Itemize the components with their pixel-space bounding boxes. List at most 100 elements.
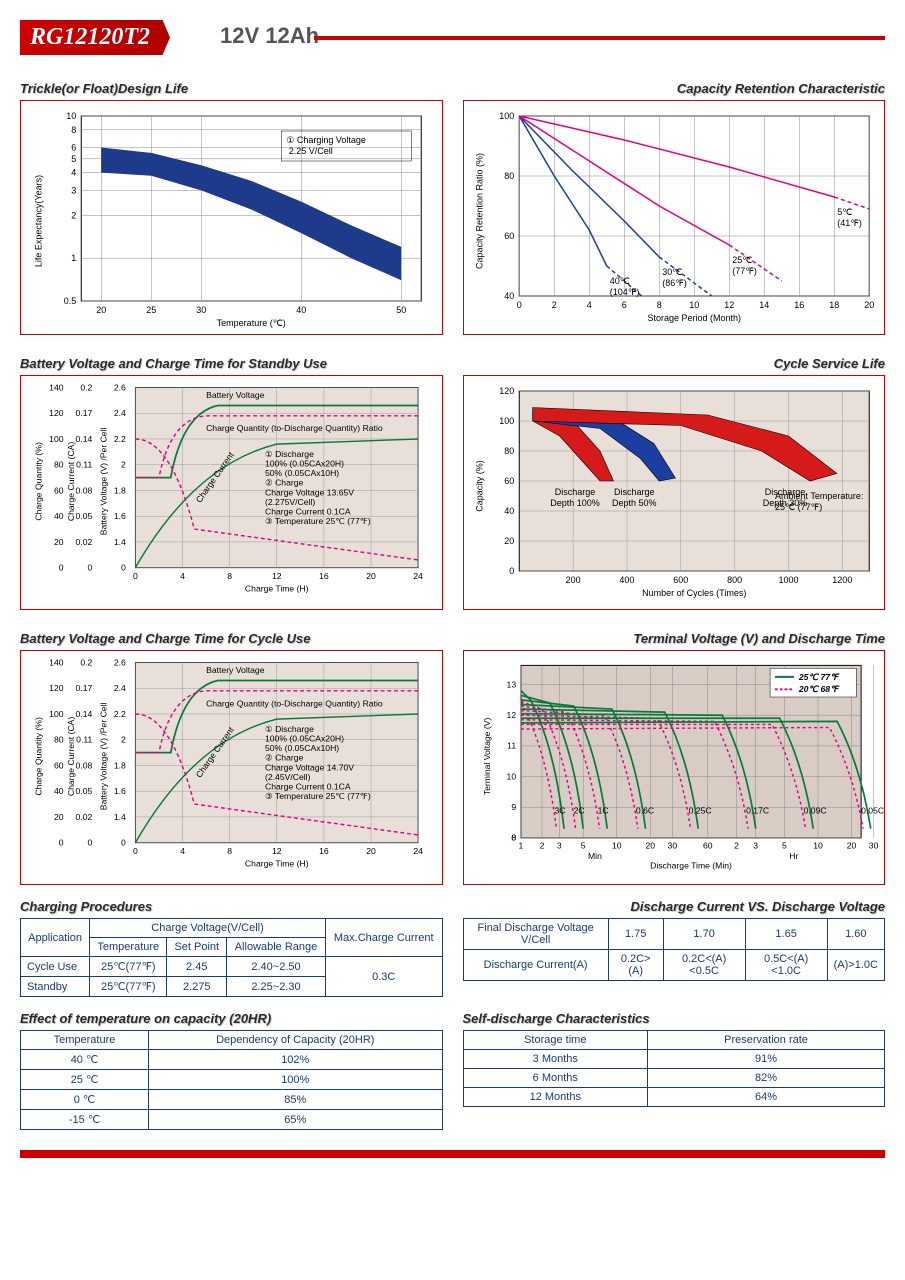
svg-text:2: 2 [551, 300, 556, 310]
table-charging-procedures: Application Charge Voltage(V/Cell) Max.C… [20, 918, 443, 997]
svg-text:100: 100 [49, 709, 64, 719]
svg-text:20℃ 68℉: 20℃ 68℉ [797, 684, 839, 694]
table-discharge-vs: Final Discharge Voltage V/Cell 1.75 1.70… [463, 918, 886, 981]
svg-text:200: 200 [565, 575, 580, 585]
chart-title-trickle: Trickle(or Float)Design Life [20, 81, 443, 96]
svg-text:Charge Time (H): Charge Time (H) [245, 859, 309, 869]
svg-text:24: 24 [413, 846, 423, 856]
svg-text:18: 18 [829, 300, 839, 310]
svg-text:10: 10 [689, 300, 699, 310]
chart-title-terminal: Terminal Voltage (V) and Discharge Time [463, 631, 886, 646]
svg-text:0.05: 0.05 [76, 786, 93, 796]
th-set: Set Point [167, 938, 227, 957]
table-row: Final Discharge Voltage V/Cell 1.75 1.70… [463, 919, 885, 950]
svg-text:Charge Current (CA): Charge Current (CA) [66, 717, 76, 797]
svg-text:0.02: 0.02 [76, 812, 93, 822]
svg-text:40: 40 [54, 511, 64, 521]
svg-text:Charge Quantity (to-Discharge: Charge Quantity (to-Discharge Quantity) … [206, 423, 383, 433]
svg-text:0.11: 0.11 [76, 735, 92, 745]
svg-text:800: 800 [727, 575, 742, 585]
svg-text:Charge Voltage 14.70V: Charge Voltage 14.70V [265, 762, 354, 772]
svg-text:40: 40 [504, 291, 514, 301]
svg-text:① Discharge: ① Discharge [265, 449, 314, 459]
svg-text:1C: 1C [597, 805, 608, 815]
svg-text:1: 1 [71, 253, 76, 263]
svg-text:20: 20 [846, 840, 856, 850]
svg-text:(2.275V/Cell): (2.275V/Cell) [265, 497, 315, 507]
svg-text:60: 60 [54, 760, 64, 770]
table-row: -15 ℃65% [21, 1110, 443, 1130]
svg-text:2: 2 [121, 460, 126, 470]
table-row: 12 Months64% [463, 1088, 885, 1107]
svg-text:② Charge: ② Charge [265, 478, 304, 488]
svg-text:Charge Current (CA): Charge Current (CA) [66, 442, 76, 522]
svg-text:25: 25 [146, 305, 156, 315]
svg-text:Storage Period (Month): Storage Period (Month) [647, 313, 741, 323]
svg-text:Battery Voltage (V) /Per Cell: Battery Voltage (V) /Per Cell [99, 703, 109, 811]
svg-text:20: 20 [864, 300, 874, 310]
svg-text:① Discharge: ① Discharge [265, 724, 314, 734]
svg-text:1.6: 1.6 [114, 511, 126, 521]
svg-text:4: 4 [71, 168, 76, 178]
svg-text:50% (0.05CAx10H): 50% (0.05CAx10H) [265, 743, 339, 753]
svg-text:2: 2 [71, 210, 76, 220]
svg-text:40: 40 [296, 305, 306, 315]
svg-text:0.05: 0.05 [76, 511, 93, 521]
chart-title-cyclelife: Cycle Service Life [463, 356, 886, 371]
svg-text:Life Expectancy(Years): Life Expectancy(Years) [33, 175, 43, 267]
svg-text:5: 5 [71, 154, 76, 164]
svg-text:600: 600 [673, 575, 688, 585]
svg-text:Battery Voltage (V) /Per Cell: Battery Voltage (V) /Per Cell [99, 428, 109, 536]
svg-text:30: 30 [196, 305, 206, 315]
svg-text:0.08: 0.08 [76, 760, 93, 770]
svg-text:60: 60 [504, 476, 514, 486]
table-title-discharge: Discharge Current VS. Discharge Voltage [463, 899, 886, 914]
svg-text:② Charge: ② Charge [265, 753, 304, 763]
svg-text:Min: Min [588, 851, 602, 861]
svg-text:120: 120 [49, 408, 64, 418]
svg-text:2: 2 [539, 840, 544, 850]
svg-text:0: 0 [121, 838, 126, 848]
svg-text:16: 16 [319, 846, 329, 856]
svg-text:8: 8 [227, 571, 232, 581]
svg-text:DischargeDepth 100%: DischargeDepth 100% [550, 487, 600, 508]
svg-text:Hr: Hr [789, 851, 798, 861]
svg-text:30: 30 [667, 840, 677, 850]
table-title-tempcap: Effect of temperature on capacity (20HR) [20, 1011, 443, 1026]
svg-text:0.17: 0.17 [76, 408, 93, 418]
th-cv: Charge Voltage(V/Cell) [90, 919, 326, 938]
svg-text:0.2: 0.2 [80, 382, 92, 392]
svg-text:Battery Voltage: Battery Voltage [206, 390, 265, 400]
svg-text:12: 12 [724, 300, 734, 310]
table-row: 3 Months91% [463, 1050, 885, 1069]
svg-text:16: 16 [319, 571, 329, 581]
table-row: Cycle Use 25℃(77℉) 2.45 2.40~2.50 0.3C [21, 957, 443, 977]
svg-text:60: 60 [504, 231, 514, 241]
svg-text:0.17: 0.17 [76, 683, 93, 693]
svg-text:8: 8 [656, 300, 661, 310]
svg-text:20: 20 [504, 536, 514, 546]
table-row: Discharge Current(A) 0.2C>(A) 0.2C<(A)<0… [463, 950, 885, 981]
svg-text:40: 40 [504, 506, 514, 516]
svg-text:Charge Current 0.1CA: Charge Current 0.1CA [265, 506, 351, 516]
svg-text:24: 24 [413, 571, 423, 581]
svg-text:12: 12 [506, 710, 516, 720]
svg-text:50: 50 [396, 305, 406, 315]
svg-text:20: 20 [54, 812, 64, 822]
chart-title-cyclecharge: Battery Voltage and Charge Time for Cycl… [20, 631, 443, 646]
svg-text:3: 3 [753, 840, 758, 850]
svg-text:140: 140 [49, 657, 64, 667]
table-self-discharge: Storage timePreservation rate3 Months91%… [463, 1030, 886, 1107]
svg-text:16: 16 [794, 300, 804, 310]
svg-text:30: 30 [868, 840, 878, 850]
svg-text:Charge Current 0.1CA: Charge Current 0.1CA [265, 781, 351, 791]
header: RG12120T2 12V 12Ah [20, 20, 885, 55]
svg-text:Terminal Voltage (V): Terminal Voltage (V) [482, 718, 492, 796]
th-temp: Temperature [90, 938, 167, 957]
svg-text:12: 12 [272, 846, 282, 856]
svg-text:1000: 1000 [778, 575, 798, 585]
svg-text:4: 4 [180, 571, 185, 581]
svg-text:100: 100 [49, 434, 64, 444]
svg-text:8: 8 [71, 125, 76, 135]
svg-text:0.17C: 0.17C [746, 805, 769, 815]
